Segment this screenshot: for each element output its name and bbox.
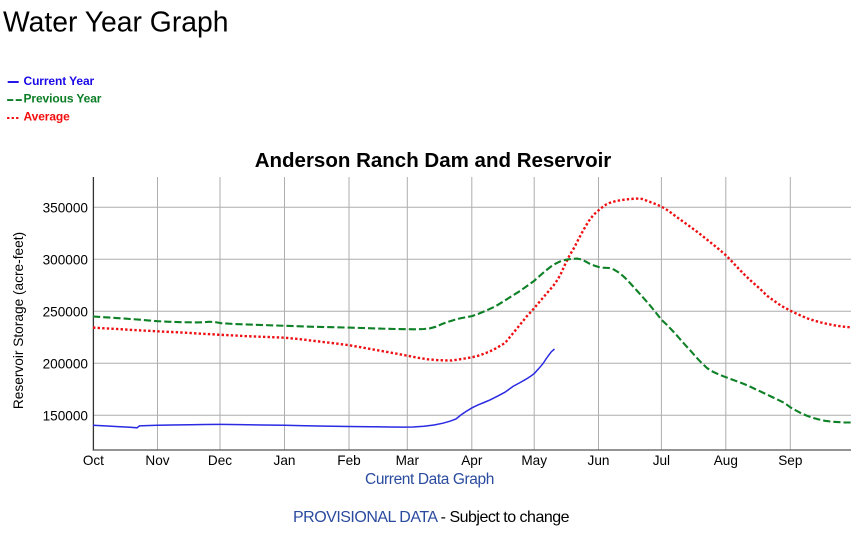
svg-text:250000: 250000 [43, 304, 89, 319]
svg-text:Nov: Nov [145, 453, 169, 468]
svg-text:350000: 350000 [43, 200, 89, 215]
svg-text:May: May [521, 453, 547, 468]
svg-text:Apr: Apr [461, 453, 483, 468]
svg-text:Jan: Jan [274, 453, 296, 468]
svg-text:Oct: Oct [83, 453, 104, 468]
svg-text:Sep: Sep [778, 453, 802, 468]
svg-text:Current Data Graph: Current Data Graph [365, 471, 494, 488]
svg-text:Current Year: Current Year [24, 74, 95, 88]
svg-text:Feb: Feb [337, 453, 360, 468]
svg-text:Jul: Jul [653, 453, 670, 468]
svg-text:200000: 200000 [43, 356, 89, 371]
svg-text:Mar: Mar [396, 453, 420, 468]
svg-text:Dec: Dec [208, 453, 232, 468]
svg-text:150000: 150000 [43, 408, 89, 423]
svg-text:Reservoir Storage (acre-feet): Reservoir Storage (acre-feet) [11, 232, 26, 409]
svg-text:300000: 300000 [43, 252, 89, 267]
svg-text:Previous Year: Previous Year [24, 92, 102, 106]
svg-text:Anderson Ranch Dam and Reservo: Anderson Ranch Dam and Reservoir [255, 149, 612, 172]
svg-text:Aug: Aug [714, 453, 738, 468]
svg-text:Jun: Jun [588, 453, 610, 468]
svg-text:Water Year Graph: Water Year Graph [3, 6, 228, 38]
svg-text:PROVISIONAL DATA - Subject to: PROVISIONAL DATA - Subject to change [293, 509, 570, 526]
svg-text:Average: Average [24, 109, 71, 123]
